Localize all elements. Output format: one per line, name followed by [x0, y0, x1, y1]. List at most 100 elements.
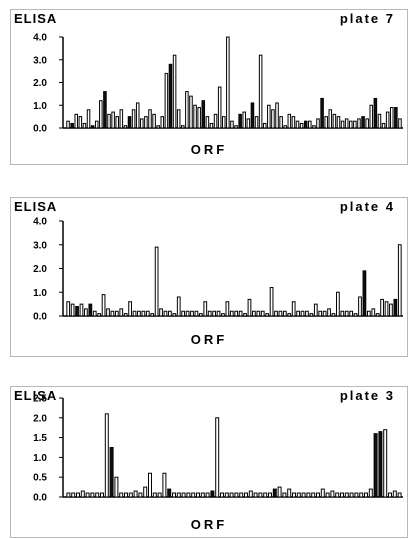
- bar: [172, 492, 176, 498]
- bar: [238, 113, 242, 129]
- bar: [299, 122, 304, 129]
- bar: [97, 313, 102, 317]
- bar: [207, 310, 212, 317]
- bar: [291, 301, 296, 317]
- bar: [201, 100, 206, 129]
- bar: [160, 116, 165, 129]
- y-axis-label: ELISA: [14, 199, 58, 214]
- bar: [254, 116, 259, 129]
- bar: [371, 308, 376, 317]
- bar: [119, 109, 124, 129]
- bar: [312, 125, 316, 129]
- bar: [148, 472, 152, 498]
- bar: [84, 308, 88, 317]
- bar: [86, 109, 91, 129]
- bar: [316, 492, 320, 498]
- bar: [305, 310, 309, 317]
- bar: [225, 301, 230, 317]
- bar: [340, 310, 345, 317]
- y-tick-label: 2.5: [33, 394, 47, 405]
- bar: [135, 102, 140, 129]
- bar: [246, 118, 251, 129]
- bar: [152, 492, 157, 498]
- bar: [260, 310, 265, 317]
- bar: [111, 111, 115, 129]
- bar: [353, 313, 358, 317]
- bar: [127, 116, 132, 129]
- bar: [247, 298, 252, 317]
- bar: [203, 301, 208, 317]
- bar: [88, 303, 93, 317]
- bar: [80, 490, 85, 498]
- bar: [263, 492, 268, 498]
- bar: [234, 125, 238, 129]
- bar: [258, 54, 263, 129]
- bar: [364, 492, 368, 498]
- bar: [267, 104, 271, 129]
- bar: [265, 313, 270, 317]
- bar: [115, 116, 119, 129]
- bar: [128, 301, 132, 317]
- y-tick-label: 4.0: [33, 33, 47, 44]
- bar: [389, 107, 394, 129]
- bar: [340, 120, 345, 129]
- bar: [330, 490, 335, 498]
- bar: [154, 246, 159, 317]
- bar: [229, 310, 234, 317]
- bar: [358, 296, 362, 317]
- bar: [95, 492, 100, 498]
- bar: [167, 488, 172, 498]
- bar: [119, 492, 124, 498]
- bar: [318, 310, 323, 317]
- bar: [274, 310, 278, 317]
- y-tick-label: 1.0: [33, 453, 47, 464]
- plate-3-chart: 0.0 0.5 1.0 1.5 2.0 2.5: [33, 394, 403, 504]
- bar: [131, 109, 136, 129]
- bar: [76, 492, 80, 498]
- plate-4-panel: 0.0 1.0 2.0 3.0 4.0 ELISA plate 4 ORF: [10, 197, 408, 357]
- bar: [194, 310, 199, 317]
- bar: [189, 95, 193, 129]
- bar: [119, 308, 124, 317]
- bar: [181, 310, 186, 317]
- bar: [109, 447, 114, 498]
- y-tick-label: 2.0: [33, 413, 47, 424]
- bar: [224, 492, 229, 498]
- bar: [344, 310, 349, 317]
- bar: [70, 122, 74, 129]
- bar: [200, 492, 205, 498]
- bar: [397, 492, 402, 498]
- bar: [277, 486, 282, 498]
- bar: [336, 116, 341, 129]
- bar: [234, 492, 239, 498]
- bar: [308, 120, 312, 129]
- bar: [272, 488, 277, 498]
- bar: [244, 492, 248, 498]
- bar: [328, 109, 333, 129]
- bar: [325, 492, 330, 498]
- bar: [191, 492, 196, 498]
- bar: [123, 125, 128, 129]
- bar: [162, 472, 167, 498]
- bar: [327, 308, 331, 317]
- bar: [148, 109, 152, 129]
- bar: [185, 91, 189, 129]
- bar: [368, 488, 373, 498]
- plate-title: plate 3: [339, 388, 395, 403]
- bar: [311, 492, 316, 498]
- x-axis-label: ORF: [190, 332, 228, 347]
- bar: [279, 116, 283, 129]
- bar: [301, 492, 306, 498]
- bar: [389, 303, 393, 317]
- bar: [164, 72, 169, 129]
- bar: [375, 313, 380, 317]
- bar: [292, 492, 296, 498]
- y-axis-label: ELISA: [14, 11, 58, 26]
- bar: [268, 492, 272, 498]
- bar: [398, 118, 402, 129]
- bar: [275, 102, 279, 129]
- bar: [282, 492, 287, 498]
- bar: [213, 113, 218, 129]
- bar: [340, 492, 344, 498]
- bar: [168, 63, 173, 129]
